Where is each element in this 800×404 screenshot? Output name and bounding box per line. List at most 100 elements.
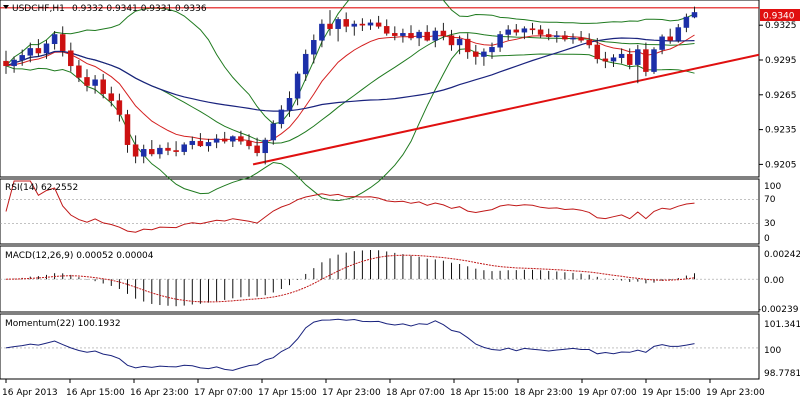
candle-body xyxy=(424,31,430,41)
candle-body xyxy=(108,93,115,101)
candle-body xyxy=(383,26,390,34)
candle-body xyxy=(76,65,82,78)
bollinger-lower-line xyxy=(5,48,695,202)
symbol-label: USDCHF,H1 xyxy=(12,4,65,14)
candle-body xyxy=(635,49,641,65)
trendline xyxy=(252,53,760,166)
candle-body xyxy=(554,35,560,38)
time-tick-label: 19 Apr 15:00 xyxy=(642,388,701,398)
candle-body xyxy=(408,33,414,39)
macd-tick-low: -0.00239 xyxy=(758,305,799,315)
candle-body xyxy=(513,29,520,33)
candle-body xyxy=(19,55,25,61)
candle-body xyxy=(375,22,382,27)
triangle-down-icon[interactable] xyxy=(3,5,9,9)
price-tick-label: 0.9205 xyxy=(765,160,797,170)
candle-body xyxy=(392,33,398,36)
momentum-label: Momentum(22) 100.1932 xyxy=(5,319,121,329)
candle-body xyxy=(11,59,17,67)
candle-body xyxy=(602,58,609,62)
candle-body xyxy=(173,150,179,152)
bollinger-upper-line xyxy=(5,0,695,125)
price-tag-box xyxy=(760,9,800,21)
time-tick-label: 19 Apr 07:00 xyxy=(578,388,637,398)
candle-body xyxy=(691,12,698,18)
candle-body xyxy=(367,22,374,26)
time-tick-label: 16 Apr 23:00 xyxy=(130,388,189,398)
time-tick-label: 17 Apr 23:00 xyxy=(322,388,381,398)
candle-body xyxy=(140,149,147,157)
candle-body xyxy=(586,40,592,46)
candle-body xyxy=(545,34,552,38)
rsi-tick-30: 30 xyxy=(764,219,776,229)
rsi-tick-100: 100 xyxy=(764,182,781,192)
candle-body xyxy=(157,147,163,155)
rsi-label: RSI(14) 62.2552 xyxy=(5,183,78,193)
candle-body xyxy=(529,28,536,31)
price-layer xyxy=(0,0,760,202)
price-tick-label: 0.9265 xyxy=(765,91,797,101)
candle-body xyxy=(335,19,341,29)
momentum-tick-high: 101.3419 xyxy=(764,320,800,330)
candle-body xyxy=(643,49,649,72)
candle-body xyxy=(319,23,325,41)
candle-body xyxy=(618,53,625,58)
candle-body xyxy=(116,100,123,115)
candle-body xyxy=(92,79,98,86)
candle-body xyxy=(165,147,171,151)
candle-body xyxy=(481,51,487,57)
time-tick-label: 17 Apr 07:00 xyxy=(194,388,253,398)
candle-body xyxy=(294,73,301,99)
candle-body xyxy=(675,27,682,41)
candle-body xyxy=(84,77,90,86)
price-tag: 0.9340 xyxy=(763,12,795,22)
candle-body xyxy=(400,33,406,36)
candle-body xyxy=(416,31,422,39)
candle-body xyxy=(302,53,309,75)
candle-body xyxy=(456,38,463,46)
candle-body xyxy=(521,28,528,33)
candle-body xyxy=(213,138,220,143)
candle-body xyxy=(578,37,584,41)
ma-fast-line xyxy=(5,34,695,144)
momentum-line xyxy=(5,318,695,371)
candle-body xyxy=(205,142,212,147)
candle-body xyxy=(197,140,204,147)
candle-body xyxy=(659,36,665,50)
price-tick-label: 0.9295 xyxy=(765,56,797,66)
rsi-tick-70: 70 xyxy=(764,195,776,205)
candle-body xyxy=(537,29,544,35)
axes-layer: 0.9325 0.9295 0.9265 0.9235 0.9205 16 Apr 201… xyxy=(2,21,797,398)
candle-body xyxy=(270,123,277,141)
candle-body xyxy=(132,144,139,157)
candle-body xyxy=(35,48,42,54)
ma-slow-line xyxy=(5,37,695,112)
time-tick-label: 19 Apr 23:00 xyxy=(706,388,765,398)
candle-body xyxy=(254,145,260,154)
candle-body xyxy=(610,57,617,62)
candle-body xyxy=(286,98,293,111)
candle-body xyxy=(43,43,50,54)
candle-body xyxy=(497,34,503,48)
momentum-panel xyxy=(0,313,760,380)
candle-body xyxy=(181,144,187,152)
candle-body xyxy=(570,37,576,40)
momentum-tick-low: 98.7781 xyxy=(764,369,800,379)
candle-body xyxy=(683,16,690,28)
candle-body xyxy=(473,51,479,57)
candle-body xyxy=(3,60,9,67)
candle-body xyxy=(327,23,333,29)
candle-body xyxy=(351,23,358,27)
candle-body xyxy=(667,36,673,41)
time-tick-label: 16 Apr 2013 xyxy=(2,388,58,398)
macd-tick-high: 0.00242 xyxy=(764,250,800,260)
time-tick-label: 18 Apr 23:00 xyxy=(514,388,573,398)
price-tick-label: 0.9235 xyxy=(765,126,797,136)
candle-body xyxy=(489,46,495,53)
candle-body xyxy=(27,48,34,56)
time-tick-label: 18 Apr 15:00 xyxy=(450,388,509,398)
candle-body xyxy=(149,149,155,155)
candle-body xyxy=(448,35,455,46)
